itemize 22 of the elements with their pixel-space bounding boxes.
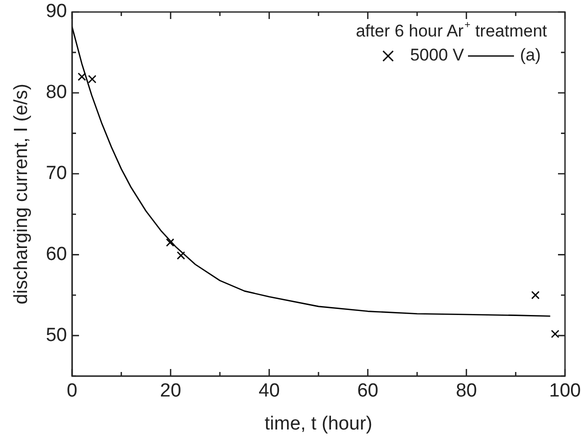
point <box>78 72 86 81</box>
y-tick-label: 60 <box>46 244 67 265</box>
legend-title: after 6 hour Ar+ treatment <box>356 20 548 41</box>
y-axis-title: discharging current, I (e/s) <box>11 84 32 304</box>
y-tick-label: 50 <box>46 324 67 346</box>
legend-label: (a) <box>520 46 541 65</box>
point <box>550 330 560 338</box>
y-tick-label: 70 <box>46 163 67 184</box>
x-tick-label: 20 <box>160 380 182 402</box>
x-tick-label: 40 <box>258 380 280 402</box>
point <box>166 238 174 247</box>
y-tick-label: 80 <box>46 82 67 104</box>
point <box>531 290 540 300</box>
legend-label: 5000 V <box>410 46 465 65</box>
x-tick-label: 80 <box>456 380 477 402</box>
x-tick-label: 0 <box>66 380 78 402</box>
x-axis-title: time, t (hour) <box>264 414 372 435</box>
x-tick-label: 60 <box>357 380 378 402</box>
point <box>176 251 186 260</box>
x-tick-label: 100 <box>549 380 581 402</box>
y-tick-label: 90 <box>46 1 67 22</box>
point <box>88 74 96 84</box>
